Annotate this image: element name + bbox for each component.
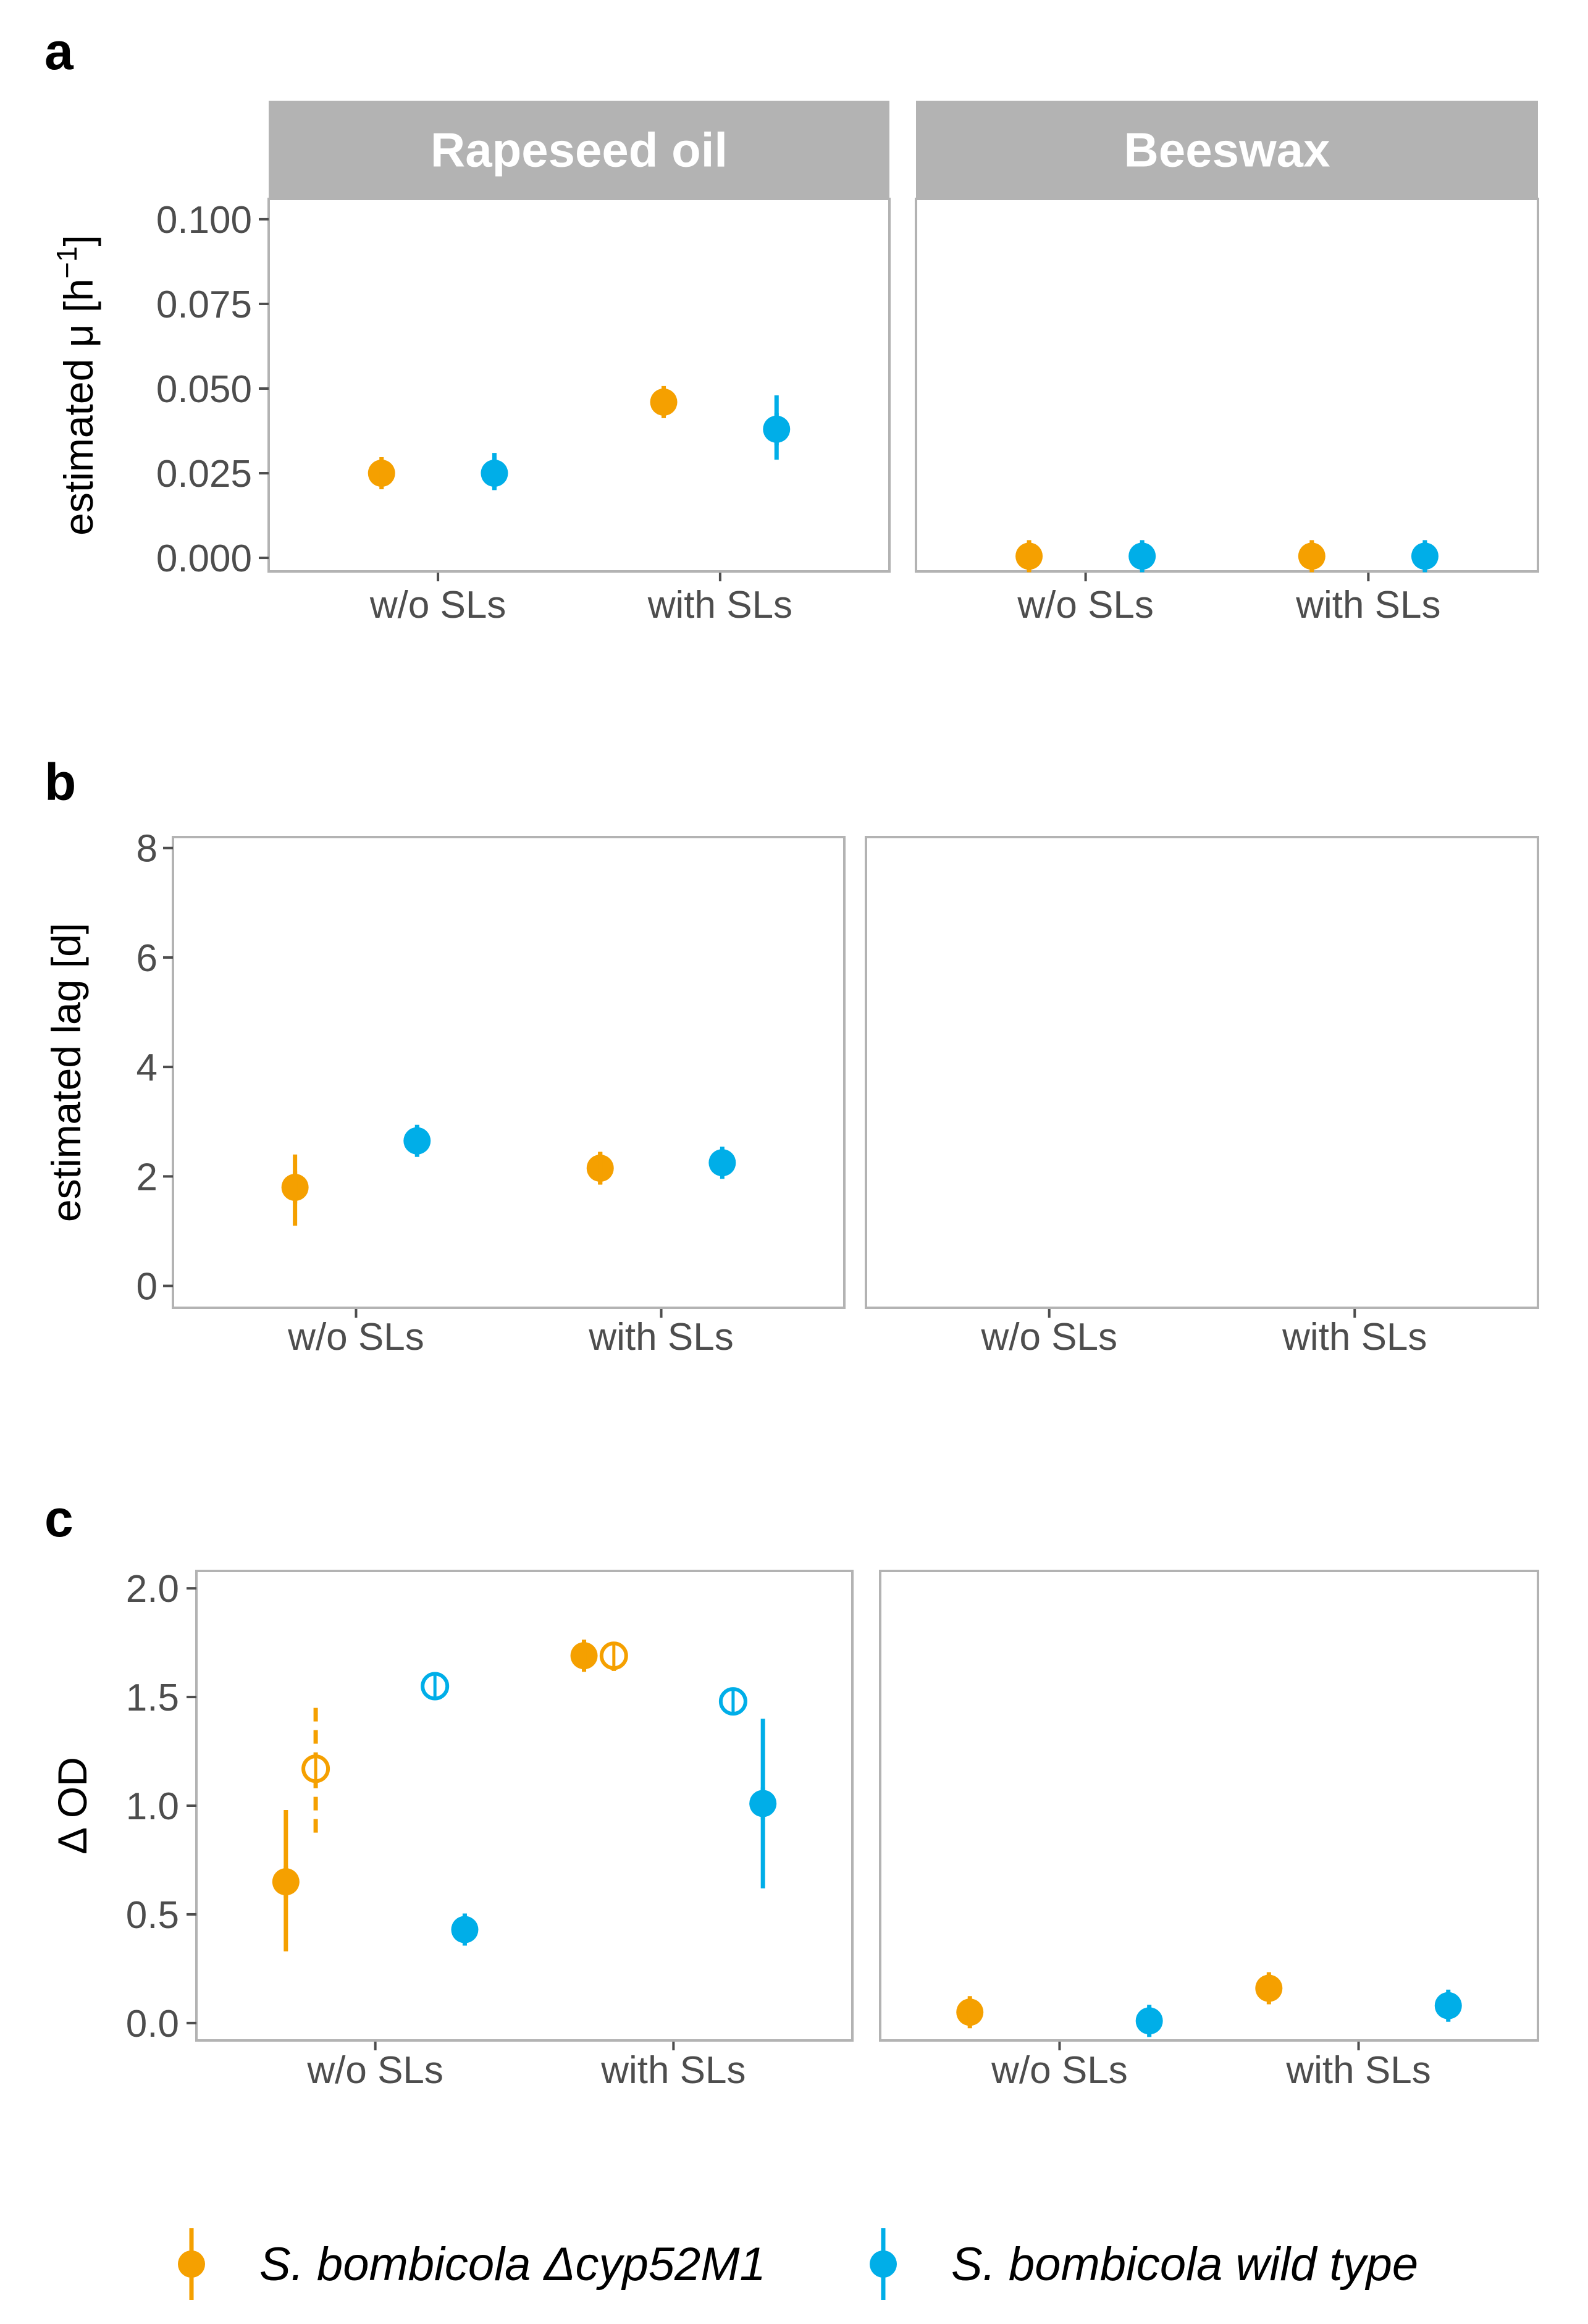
y-axis-label-text: Δ OD [49,1757,95,1855]
panel-border [915,198,1539,573]
panel-letter-c: c [44,1489,74,1547]
y-axis-label: estimated lag [d] [43,923,89,1222]
data-point-mutant [956,1996,984,2029]
legend-label: S. bombicola wild type [951,2238,1418,2291]
chart-a: a w/o SLs with SLs Rapeseed oil w/o SLs with … [44,22,1539,626]
data-point-wildtype [1411,540,1439,573]
panel-border [267,198,891,573]
y-tick-label: 8 [137,828,158,870]
panel-border [865,836,1539,1309]
x-tick-label: w/o SLs [980,1316,1117,1358]
panel-letter-a: a [44,22,74,80]
chart-c: c w/o SLs with SLs w/o SLs with SLs 0.0 0.5 1.0… [44,1489,1539,2092]
data-point-mutant [1255,1972,1283,2005]
legend-item-1: S. bombicola wild type [870,2228,1418,2300]
y-axis-label-close: ] [56,235,101,246]
legend-key-marker [178,2250,205,2278]
y-tick-label: 4 [137,1046,158,1089]
x-tick-label: with SLs [1285,2049,1430,2092]
facet-a-0: w/o SLs with SLs Rapeseed oil [267,101,891,626]
y-tick-label: 6 [137,937,158,980]
data-point-mutant [368,457,395,490]
data-point-mutant [650,385,678,418]
data-point-mutant [599,1641,628,1671]
data-point-wildtype [481,453,508,490]
y-tick-label: 2.0 [126,1568,179,1610]
panel-border [195,1570,854,2042]
data-point-mutant [272,1810,300,1951]
facet-strip [916,101,1538,199]
x-tick-label: with SLs [1295,584,1440,626]
x-tick-label: with SLs [588,1316,733,1358]
legend-key-marker [870,2250,897,2278]
data-point-wildtype [421,1672,450,1701]
y-axis-label-text: estimated lag [d] [43,923,89,1222]
x-tick-label: w/o SLs [306,2049,443,2092]
legend-item-0: S. bombicola Δcyp52M1 [178,2228,766,2300]
y-tick-label: 0 [137,1266,158,1308]
y-tick-label: 0.100 [156,199,252,242]
legend-label: S. bombicola Δcyp52M1 [259,2238,766,2291]
facet-a-1: w/o SLs with SLs Beeswax [915,101,1539,626]
data-point-wildtype [403,1124,431,1157]
data-point-mutant [586,1151,614,1185]
x-tick-label: with SLs [600,2049,746,2092]
data-point-wildtype [1128,540,1156,573]
x-tick-label: with SLs [1282,1316,1427,1358]
x-tick-label: w/o SLs [991,2049,1128,2092]
y-axis-label-superscript: −1 [51,246,83,279]
data-point-mutant [570,1640,598,1672]
facet-strip-label: Rapeseed oil [431,123,728,177]
y-tick-label: 0.050 [156,368,252,411]
y-axis-label: estimated μ [h−1] [51,235,101,536]
y-tick-label: 1.0 [126,1785,179,1828]
y-tick-label: 1.5 [126,1677,179,1719]
panel-border [879,1570,1539,2042]
data-point-wildtype [763,395,791,460]
x-tick-label: w/o SLs [1017,584,1154,626]
y-tick-label: 0.025 [156,453,252,495]
x-tick-label: w/o SLs [369,584,506,626]
data-point-wildtype [1135,2005,1163,2037]
y-tick-label: 0.5 [126,1894,179,1937]
y-tick-label: 2 [137,1156,158,1198]
y-axis-label-text: estimated μ [h [56,279,101,536]
data-point-wildtype [1434,1989,1462,2022]
facet-b-0: w/o SLs with SLs [172,836,846,1358]
facet-b-1: w/o SLs with SLs [865,836,1539,1358]
data-point-mutant [1015,540,1043,573]
data-point-wildtype [749,1719,777,1888]
data-point-wildtype [718,1687,747,1716]
x-tick-label: with SLs [647,584,792,626]
facet-strip-label: Beeswax [1124,123,1330,177]
facet-c-0: w/o SLs with SLs [195,1570,854,2092]
data-point-mutant [281,1154,309,1226]
data-point-mutant [1298,540,1325,573]
data-point-mutant [301,1707,330,1837]
data-point-wildtype [451,1913,479,1946]
panel-letter-b: b [44,753,76,811]
y-tick-label: 0.0 [126,2003,179,2045]
x-tick-label: w/o SLs [287,1316,424,1358]
legend: S. bombicola Δcyp52M1 S. bombicola wild t… [178,2228,1418,2300]
data-point-wildtype [708,1147,736,1179]
y-tick-label: 0.000 [156,537,252,580]
chart-b: b w/o SLs with SLs w/o SLs with SLs 0 2 4 6 8 esti… [43,753,1539,1358]
facet-c-1: w/o SLs with SLs [879,1570,1539,2092]
y-axis-label: Δ OD [49,1757,95,1855]
facet-strip [269,101,889,199]
y-tick-label: 0.075 [156,284,252,326]
panel-border [172,836,846,1309]
